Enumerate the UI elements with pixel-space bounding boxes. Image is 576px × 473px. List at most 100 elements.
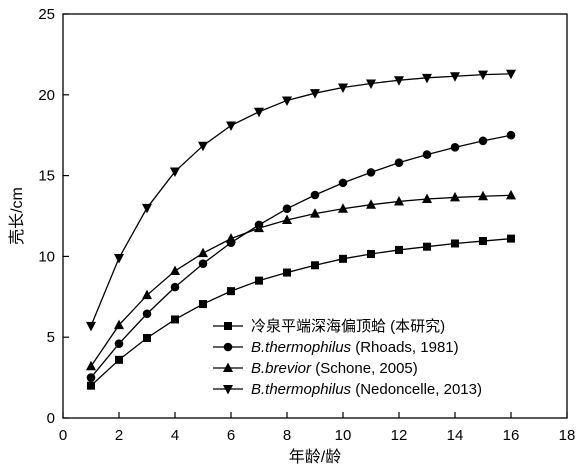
data-point xyxy=(366,168,376,177)
series-line xyxy=(90,237,512,387)
data-point xyxy=(395,245,403,254)
data-point xyxy=(199,300,207,309)
data-point xyxy=(450,72,460,82)
data-point xyxy=(506,130,516,140)
data-point xyxy=(86,321,96,332)
data-point xyxy=(171,315,179,324)
data-point xyxy=(255,276,263,285)
data-point xyxy=(366,79,376,89)
x-tick-label: 14 xyxy=(447,427,464,444)
data-point xyxy=(422,193,432,204)
data-point xyxy=(143,334,151,343)
data-point xyxy=(86,360,96,371)
legend-label-part: 冷泉平端深海偏顶蛤 (本研究) xyxy=(251,318,445,335)
legend-marker xyxy=(223,342,233,352)
data-point xyxy=(170,265,180,275)
data-point xyxy=(506,69,516,80)
data-point xyxy=(422,150,432,159)
data-point xyxy=(310,190,320,200)
series-line xyxy=(90,194,512,367)
y-tick-label: 10 xyxy=(38,248,55,265)
data-point xyxy=(394,76,404,86)
x-tick-label: 6 xyxy=(227,427,235,444)
data-point xyxy=(479,237,487,246)
x-tick-label: 2 xyxy=(115,427,123,444)
data-point xyxy=(310,208,320,218)
data-point xyxy=(142,309,152,319)
x-tick-label: 18 xyxy=(559,427,576,444)
data-point xyxy=(338,203,348,213)
y-tick-label: 0 xyxy=(47,410,55,427)
series-4 xyxy=(86,69,516,332)
data-point xyxy=(339,254,347,263)
data-point xyxy=(114,339,124,348)
legend-entry: B.thermophilus (Rhoads, 1981) xyxy=(213,339,459,356)
data-point xyxy=(394,158,404,167)
data-point xyxy=(310,89,320,99)
plot-frame xyxy=(62,13,568,419)
y-axis-title: 壳长/cm xyxy=(8,187,26,245)
x-tick-label: 12 xyxy=(391,427,408,444)
data-point xyxy=(478,70,488,81)
x-tick-label: 4 xyxy=(171,427,179,444)
series-line xyxy=(90,73,512,327)
data-point xyxy=(478,136,488,146)
data-point xyxy=(170,282,180,292)
legend-label-part: (Rhoads, 1981) xyxy=(351,339,459,356)
data-point xyxy=(507,234,515,243)
x-axis-title: 年龄/龄 xyxy=(289,448,341,466)
legend-entry: B.brevior (Schone, 2005) xyxy=(213,360,418,377)
legend-label-part: (Nedoncelle, 2013) xyxy=(351,381,482,398)
series-1 xyxy=(87,234,515,390)
series-3 xyxy=(86,189,516,371)
data-point xyxy=(198,247,208,258)
data-point xyxy=(142,289,152,300)
y-tick-label: 25 xyxy=(38,6,55,23)
data-point xyxy=(451,239,459,248)
data-point xyxy=(338,83,348,94)
legend-label-part: B.thermophilus xyxy=(251,381,352,398)
legend-label: B.brevior (Schone, 2005) xyxy=(251,360,418,377)
data-point xyxy=(283,268,291,277)
series-line xyxy=(90,134,512,379)
legend-entry: B.thermophilus (Nedoncelle, 2013) xyxy=(213,381,482,398)
x-tick-label: 8 xyxy=(283,427,291,444)
data-point xyxy=(115,355,123,364)
x-axis: 0 2 4 6 8 10 12 14 16 18 xyxy=(59,412,576,444)
data-point xyxy=(422,73,432,84)
data-point xyxy=(478,190,488,201)
series-layer xyxy=(86,69,516,390)
data-point xyxy=(226,233,236,243)
data-point xyxy=(282,204,292,214)
legend-marker xyxy=(223,362,233,372)
data-point xyxy=(282,214,292,225)
data-point xyxy=(338,178,348,188)
data-point xyxy=(450,143,460,152)
data-point xyxy=(114,319,124,330)
data-point xyxy=(450,191,460,202)
data-point xyxy=(114,254,124,264)
data-point xyxy=(311,261,319,270)
legend-label: B.thermophilus (Nedoncelle, 2013) xyxy=(251,381,482,398)
data-point xyxy=(170,167,180,178)
legend-label-part: B.brevior xyxy=(251,360,312,377)
y-tick-label: 20 xyxy=(38,87,55,104)
x-tick-label: 16 xyxy=(503,427,520,444)
x-tick-label: 10 xyxy=(335,427,352,444)
data-point xyxy=(87,381,95,390)
data-point xyxy=(254,107,264,118)
legend-label: 冷泉平端深海偏顶蛤 (本研究) xyxy=(251,318,445,335)
data-point xyxy=(226,121,236,132)
y-axis: 0 5 10 15 20 25 xyxy=(38,6,69,427)
y-tick-label: 5 xyxy=(47,329,55,346)
series-2 xyxy=(86,130,516,382)
data-point xyxy=(506,189,516,200)
legend-label-part: (Schone, 2005) xyxy=(311,360,418,377)
data-point xyxy=(366,199,376,209)
y-tick-label: 15 xyxy=(38,168,55,185)
legend-entry: 冷泉平端深海偏顶蛤 (本研究) xyxy=(213,318,445,335)
legend-label: B.thermophilus (Rhoads, 1981) xyxy=(251,339,459,356)
data-point xyxy=(198,141,208,152)
data-point xyxy=(367,249,375,258)
